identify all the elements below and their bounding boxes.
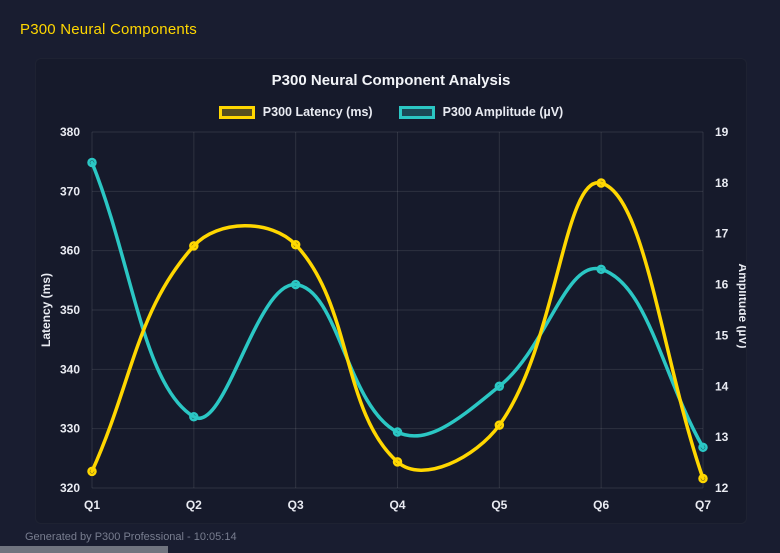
data-point [392,457,403,467]
svg-text:370: 370 [60,184,80,198]
data-point [596,178,606,188]
svg-text:Q4: Q4 [389,498,405,512]
amplitude-series [87,157,708,453]
svg-text:Q1: Q1 [84,498,100,512]
data-point [596,264,606,275]
svg-text:Q3: Q3 [288,498,304,512]
svg-text:13: 13 [715,430,729,444]
right-axis-title: Amplitude (µV) [736,264,746,349]
svg-text:340: 340 [60,362,80,376]
svg-text:380: 380 [60,125,80,139]
right-axis-ticks: 12 13 14 15 16 17 18 19 [715,125,729,495]
svg-text:350: 350 [60,303,80,317]
data-point [698,473,708,484]
svg-text:16: 16 [715,278,729,292]
svg-text:320: 320 [60,481,80,495]
legend-item-latency[interactable]: P300 Latency (ms) [218,105,373,119]
data-point [87,466,97,477]
svg-text:Q5: Q5 [491,498,507,512]
bottom-bar-fragment [0,546,168,553]
data-point [494,420,505,430]
latency-series [87,178,708,484]
page-title: P300 Neural Components [20,21,198,38]
data-point [290,279,301,290]
legend-item-amplitude[interactable]: P300 Amplitude (µV) [398,105,564,119]
legend-label: P300 Latency (ms) [262,105,373,119]
chart-title: P300 Neural Component Analysis [271,72,511,89]
x-axis-ticks: Q1 Q2 Q3 Q4 Q5 Q6 Q7 [84,498,711,512]
data-point [290,239,301,250]
legend-swatch [218,105,255,119]
chart-legend: P300 Latency (ms) P300 Amplitude (µV) [36,102,746,122]
svg-text:Q6: Q6 [593,498,609,512]
data-point [87,157,97,168]
svg-text:330: 330 [60,422,80,436]
svg-text:19: 19 [715,125,729,139]
data-point [698,442,708,453]
data-point [494,381,505,392]
svg-text:Q2: Q2 [186,498,202,512]
svg-text:18: 18 [715,176,729,190]
left-axis-ticks: 320 330 340 350 360 370 380 [60,125,80,495]
svg-text:12: 12 [715,481,729,495]
chart-card: P300 Neural Component Analysis P300 Late… [35,58,747,524]
data-point [189,412,199,422]
footer-status: Generated by P300 Professional - 10:05:1… [25,531,237,543]
svg-text:360: 360 [60,244,80,258]
svg-text:15: 15 [715,328,729,342]
svg-text:14: 14 [715,379,729,393]
data-point [392,427,403,437]
svg-text:Q7: Q7 [695,498,711,512]
legend-swatch [398,105,435,119]
legend-label: P300 Amplitude (µV) [442,105,564,119]
data-point [189,241,199,251]
grid-lines [91,131,704,489]
left-axis-title: Latency (ms) [39,273,53,347]
svg-text:17: 17 [715,227,729,241]
